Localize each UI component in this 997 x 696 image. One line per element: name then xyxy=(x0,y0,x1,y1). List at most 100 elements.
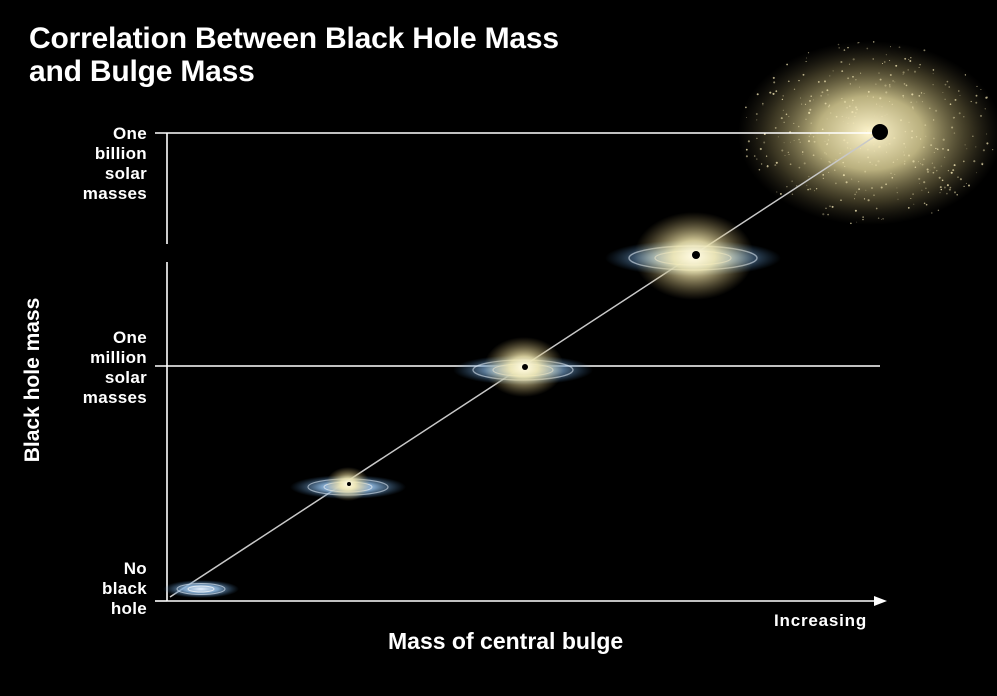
diagram-title: Correlation Between Black Hole Mass and … xyxy=(29,22,729,88)
halo-star xyxy=(872,41,875,43)
halo-star xyxy=(923,146,925,148)
halo-star xyxy=(932,73,934,75)
halo-star xyxy=(828,134,831,136)
halo-star xyxy=(826,143,828,146)
halo-star xyxy=(893,137,896,140)
halo-star xyxy=(860,72,862,74)
halo-star xyxy=(937,209,940,212)
halo-star xyxy=(843,100,847,103)
halo-star xyxy=(799,141,801,143)
halo-star xyxy=(910,101,912,103)
halo-star xyxy=(925,135,927,137)
halo-star xyxy=(923,202,926,205)
halo-star xyxy=(804,103,807,105)
halo-star xyxy=(777,136,779,138)
halo-star xyxy=(891,103,893,106)
halo-star xyxy=(879,78,882,81)
halo-star xyxy=(923,93,925,94)
halo-star xyxy=(919,182,921,184)
halo-star xyxy=(880,218,882,220)
halo-star xyxy=(775,90,778,93)
halo-star xyxy=(864,170,867,173)
halo-star xyxy=(953,132,956,134)
halo-star xyxy=(894,81,896,83)
halo-star xyxy=(805,118,807,120)
halo-star xyxy=(869,134,871,136)
halo-star xyxy=(787,80,790,83)
halo-star xyxy=(798,138,800,141)
halo-star xyxy=(912,108,914,110)
halo-star xyxy=(881,115,883,118)
halo-star xyxy=(881,106,883,108)
halo-star xyxy=(864,123,867,126)
halo-star xyxy=(912,193,914,195)
halo-star xyxy=(883,61,886,63)
halo-star xyxy=(984,108,986,110)
halo-star xyxy=(918,177,921,180)
halo-star xyxy=(825,207,827,210)
halo-star xyxy=(827,94,829,96)
halo-star xyxy=(808,135,810,137)
halo-star xyxy=(867,95,869,97)
halo-star xyxy=(966,148,968,150)
halo-star xyxy=(896,187,898,189)
halo-star xyxy=(802,73,805,76)
halo-star xyxy=(910,56,912,59)
halo-star xyxy=(876,103,878,105)
halo-star xyxy=(935,109,938,112)
title-line-1: Correlation Between Black Hole Mass xyxy=(29,22,559,55)
halo-star xyxy=(942,148,944,150)
halo-star xyxy=(951,126,954,129)
halo-star xyxy=(931,162,933,164)
halo-star xyxy=(851,102,853,104)
halo-star xyxy=(907,207,910,209)
halo-star xyxy=(926,170,930,173)
halo-star xyxy=(775,161,778,164)
y-label-no-black-hole: No black hole xyxy=(102,559,147,618)
halo-star xyxy=(769,91,772,94)
halo-star xyxy=(889,73,892,77)
halo-star xyxy=(827,139,830,141)
halo-star xyxy=(846,141,849,144)
halo-star xyxy=(858,161,860,163)
halo-star xyxy=(916,101,918,103)
halo-star xyxy=(925,187,927,190)
halo-star xyxy=(958,90,960,92)
halo-star xyxy=(855,191,858,193)
halo-star xyxy=(851,99,854,102)
halo-star xyxy=(827,105,830,108)
halo-star xyxy=(807,188,809,191)
halo-star xyxy=(828,171,830,173)
halo-star xyxy=(889,59,891,62)
halo-star xyxy=(923,181,926,184)
halo-star xyxy=(946,192,948,195)
halo-star xyxy=(829,112,832,114)
halo-star xyxy=(869,161,871,164)
halo-star xyxy=(964,144,966,146)
halo-star xyxy=(946,80,949,83)
halo-star xyxy=(908,58,910,60)
halo-star xyxy=(959,178,962,181)
halo-star xyxy=(963,116,965,118)
halo-star xyxy=(920,163,922,165)
halo-star xyxy=(789,163,792,166)
halo-star xyxy=(756,158,758,160)
halo-star xyxy=(824,102,827,105)
halo-star xyxy=(798,79,800,82)
halo-star xyxy=(813,99,815,101)
halo-star xyxy=(946,184,949,187)
halo-star xyxy=(914,166,917,168)
halo-star xyxy=(822,177,825,180)
halo-star xyxy=(918,95,921,97)
halo-star xyxy=(929,169,931,171)
halo-star xyxy=(877,122,879,125)
black-hole-small xyxy=(347,482,351,486)
halo-star xyxy=(985,96,988,99)
halo-star xyxy=(760,163,763,165)
halo-star xyxy=(975,101,978,104)
halo-star xyxy=(873,194,875,196)
halo-star xyxy=(933,151,935,153)
halo-star xyxy=(944,156,946,158)
halo-star xyxy=(809,188,812,190)
halo-star xyxy=(872,58,874,60)
